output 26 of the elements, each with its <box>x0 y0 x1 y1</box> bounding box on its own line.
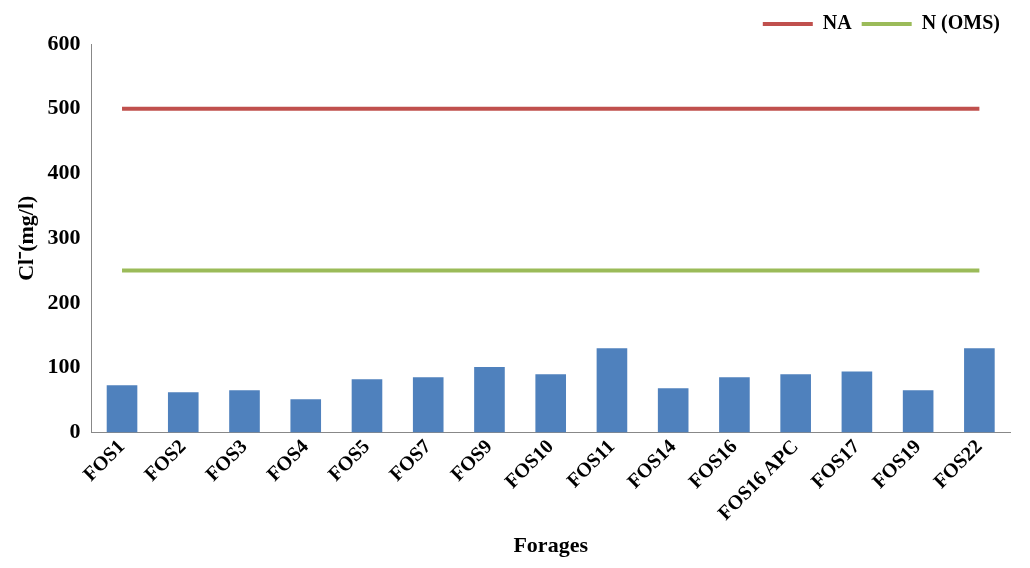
bar <box>964 348 995 433</box>
bar <box>167 392 199 433</box>
bar <box>290 399 322 433</box>
bar <box>535 374 567 433</box>
y-tick-label: 100 <box>47 353 81 379</box>
y-tick-label: 200 <box>47 288 81 314</box>
bar <box>596 348 628 433</box>
y-tick-label: 400 <box>47 159 81 185</box>
y-tick-label: 300 <box>47 223 81 249</box>
bar <box>902 390 934 433</box>
bar <box>106 385 138 433</box>
bar <box>657 388 689 433</box>
legend-label: N (OMS) <box>921 11 1001 35</box>
bar <box>780 374 811 433</box>
legend-label: NA <box>822 11 853 34</box>
bar <box>474 367 505 433</box>
bar <box>229 390 260 433</box>
bar <box>412 377 444 433</box>
bar <box>351 379 383 433</box>
y-tick-label: 0 <box>69 418 81 444</box>
bar <box>841 371 873 433</box>
y-tick-label: 600 <box>47 29 81 55</box>
y-tick-label: 500 <box>47 94 81 120</box>
y-axis-title: Cl⁻(mg/l) <box>12 195 38 281</box>
x-axis-title: Forages <box>513 532 589 558</box>
bar <box>719 377 750 433</box>
